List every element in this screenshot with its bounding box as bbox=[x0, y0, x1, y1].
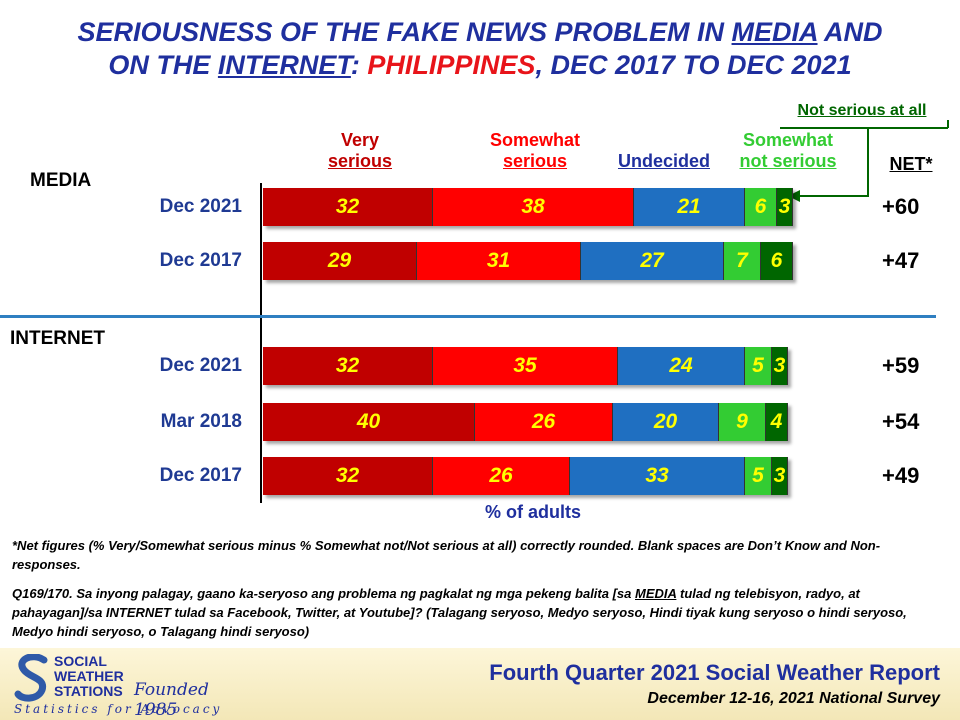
net-value-media-0: +60 bbox=[882, 194, 920, 219]
bar-internet-1: 40 26 20 9 4 bbox=[263, 403, 788, 441]
segment-undecided: 24 bbox=[618, 347, 745, 385]
segment-somewhat: 31 bbox=[417, 242, 581, 280]
segment-somewhat-not: 7 bbox=[724, 242, 761, 280]
not-serious-arrow bbox=[780, 120, 949, 202]
header-net: NET* bbox=[889, 154, 933, 174]
segment-somewhat-not: 5 bbox=[745, 457, 772, 495]
net-footnote: *Net figures (% Very/Somewhat serious mi… bbox=[12, 538, 881, 572]
logo-text-stations: STATIONS bbox=[54, 683, 123, 699]
net-value-media-1: +47 bbox=[882, 248, 920, 273]
report-title: Fourth Quarter 2021 Social Weather Repor… bbox=[489, 660, 940, 685]
sws-s-icon bbox=[14, 654, 48, 702]
segment-somewhat: 26 bbox=[433, 457, 570, 495]
question-note: Q169/170. Sa inyong palagay, gaano ka-se… bbox=[12, 586, 907, 639]
net-value-internet-2: +49 bbox=[882, 463, 920, 488]
segment-not-at-all: 3 bbox=[772, 347, 788, 385]
survey-dates: December 12-16, 2021 National Survey bbox=[647, 690, 940, 707]
row-label-media-0: Dec 2021 bbox=[159, 196, 242, 217]
row-label-internet-0: Dec 2021 bbox=[159, 355, 242, 376]
logo-founded: Founded 1985 bbox=[134, 680, 209, 720]
segment-somewhat-not: 9 bbox=[719, 403, 766, 441]
header-not-serious-at-all: Not serious at all bbox=[797, 102, 927, 119]
segment-somewhat-not: 5 bbox=[745, 347, 772, 385]
section-divider bbox=[0, 315, 936, 318]
segment-very: 29 bbox=[263, 242, 417, 280]
footer-band bbox=[0, 648, 960, 720]
logo-tagline: Statistics for Advocacy bbox=[14, 702, 223, 716]
segment-undecided: 20 bbox=[613, 403, 719, 441]
bar-internet-2: 32 26 33 5 3 bbox=[263, 457, 788, 495]
logo-text-weather: WEATHER bbox=[54, 668, 124, 684]
header-undecided: Undecided bbox=[617, 151, 710, 171]
bar-media-1: 29 31 27 7 6 bbox=[263, 242, 793, 280]
y-axis bbox=[260, 183, 262, 503]
chart-title: SERIOUSNESS OF THE FAKE NEWS PROBLEM IN … bbox=[77, 17, 883, 80]
segment-not-at-all: 4 bbox=[766, 403, 788, 441]
sws-logo: SOCIAL WEATHER STATIONS Founded 1985 Sta… bbox=[14, 653, 254, 720]
bar-media-0: 32 38 21 6 3 bbox=[263, 188, 793, 226]
x-axis-label: % of adults bbox=[485, 502, 582, 522]
row-label-internet-2: Dec 2017 bbox=[159, 465, 242, 486]
segment-not-at-all: 3 bbox=[777, 188, 793, 226]
segment-very: 40 bbox=[263, 403, 475, 441]
segment-not-at-all: 3 bbox=[772, 457, 788, 495]
header-somewhat-serious: Somewhat serious bbox=[489, 130, 581, 171]
segment-not-at-all: 6 bbox=[761, 242, 793, 280]
section-media: MEDIA bbox=[30, 170, 92, 191]
header-somewhat-not-serious: Somewhat not serious bbox=[739, 130, 837, 171]
segment-very: 32 bbox=[263, 347, 433, 385]
segment-undecided: 27 bbox=[581, 242, 724, 280]
segment-somewhat-not: 6 bbox=[745, 188, 777, 226]
bar-internet-0: 32 35 24 5 3 bbox=[263, 347, 788, 385]
segment-very: 32 bbox=[263, 188, 433, 226]
segment-somewhat: 35 bbox=[433, 347, 618, 385]
segment-somewhat: 38 bbox=[433, 188, 634, 226]
row-label-internet-1: Mar 2018 bbox=[160, 411, 242, 432]
net-value-internet-0: +59 bbox=[882, 353, 920, 378]
row-label-media-1: Dec 2017 bbox=[159, 250, 242, 271]
header-very-serious: Very serious bbox=[327, 130, 393, 171]
net-value-internet-1: +54 bbox=[882, 409, 920, 434]
logo-text-social: SOCIAL bbox=[54, 653, 107, 669]
segment-very: 32 bbox=[263, 457, 433, 495]
section-internet: INTERNET bbox=[10, 328, 105, 349]
segment-undecided: 33 bbox=[570, 457, 745, 495]
segment-undecided: 21 bbox=[634, 188, 745, 226]
segment-somewhat: 26 bbox=[475, 403, 613, 441]
